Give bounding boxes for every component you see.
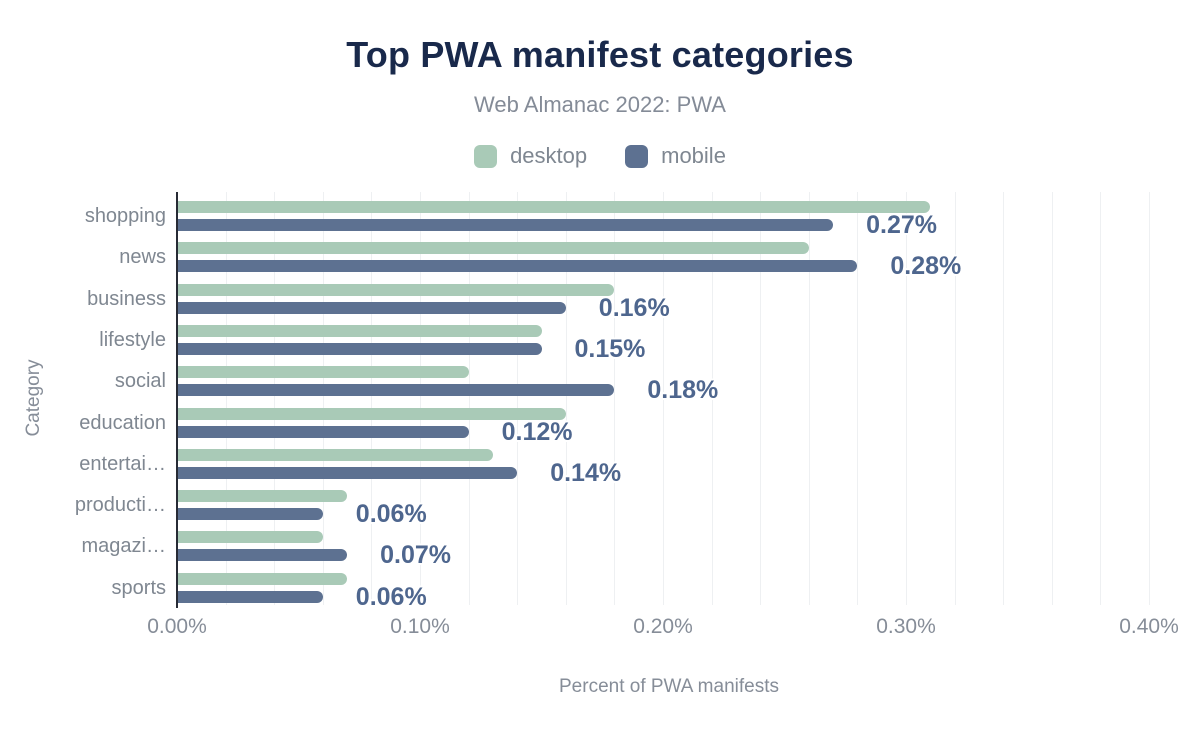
value-label-entertainment: 0.14% [550,458,622,487]
x-axis-ticks: 0.00% 0.10% 0.20% 0.30% 0.40% [147,615,1179,641]
bar-desktop-entertainment [177,448,493,461]
bar-mobile-sports [177,590,323,603]
y-axis-category-labels: shopping news business lifestyle social educa… [0,192,166,605]
chart-title: Top PWA manifest categories [346,34,854,75]
gridline [614,192,616,605]
x-tick-label: 0.10% [390,615,450,638]
category-label-education: education [79,411,166,434]
legend: desktop mobile [0,143,1200,169]
bar-desktop-news [177,242,809,255]
category-label-social: social [114,370,166,393]
gridline [1003,192,1005,605]
gridline [857,192,859,605]
legend-item-mobile: mobile [625,143,726,169]
gridline [954,192,956,605]
bar-desktop-business [177,283,615,296]
bar-desktop-social [177,366,469,379]
category-label-lifestyle: lifestyle [99,328,166,351]
bar-desktop-shopping [177,201,931,213]
category-label-magazines: magazi… [81,535,166,558]
x-tick-label: 0.30% [876,615,936,638]
plot-area: 0.27% 0.28% 0.16% 0.15% 0.18% 0.12% 0.14% 0.06%… [177,192,1161,611]
x-tick-label: 0.40% [1119,615,1179,638]
gridline [322,192,324,605]
x-tick-label: 0.20% [633,615,693,638]
gridline [760,192,762,605]
bar-mobile-education [177,425,469,438]
legend-item-desktop: desktop [474,143,587,169]
bar-desktop-sports [177,572,348,585]
value-label-lifestyle: 0.15% [574,334,646,363]
bar-mobile-lifestyle [177,342,542,355]
gridline [906,192,907,605]
legend-swatch-desktop-icon [474,144,498,168]
x-tick-label: 0.00% [147,615,207,638]
gridline [663,192,664,605]
category-label-productivity: producti… [74,494,166,517]
gridline [225,192,227,605]
bar-mobile-news [177,260,858,273]
legend-label-mobile: mobile [661,143,726,168]
bar-desktop-magazines [177,531,323,544]
bar-mobile-business [177,301,566,314]
gridline [1100,192,1102,605]
legend-label-desktop: desktop [510,143,588,168]
gridline [1149,192,1150,605]
gridline [274,192,276,605]
gridline [808,192,810,605]
bar-mobile-productivity [177,508,323,521]
value-label-social: 0.18% [647,376,719,405]
gridline [711,192,713,605]
gridline [517,192,519,605]
value-label-productivity: 0.06% [355,500,427,529]
chart-subtitle: Web Almanac 2022: PWA [474,92,726,117]
category-label-entertainment: entertai… [79,452,166,475]
value-label-magazines: 0.07% [380,541,451,570]
gridline [1051,192,1053,605]
category-label-business: business [87,287,166,310]
bar-desktop-education [177,407,566,420]
y-axis-line [176,192,178,608]
value-label-sports: 0.06% [355,582,427,611]
gridline [420,192,421,605]
value-label-business: 0.16% [598,293,670,322]
bar-mobile-shopping [177,219,834,231]
gridline [565,192,567,605]
gridline [371,192,373,605]
bar-mobile-entertainment [177,466,518,479]
bar-desktop-productivity [177,490,348,503]
value-label-education: 0.12% [501,417,573,446]
category-label-sports: sports [111,576,166,599]
bar-mobile-social [177,384,615,397]
value-label-news: 0.28% [890,252,962,281]
value-label-shopping: 0.27% [866,211,937,239]
gridline [468,192,470,605]
category-label-shopping: shopping [84,205,166,227]
x-axis-title: Percent of PWA manifests [559,676,779,697]
bar-mobile-magazines [177,549,348,562]
bar-desktop-lifestyle [177,324,542,337]
category-label-news: news [119,246,166,269]
legend-swatch-mobile-icon [625,144,649,168]
